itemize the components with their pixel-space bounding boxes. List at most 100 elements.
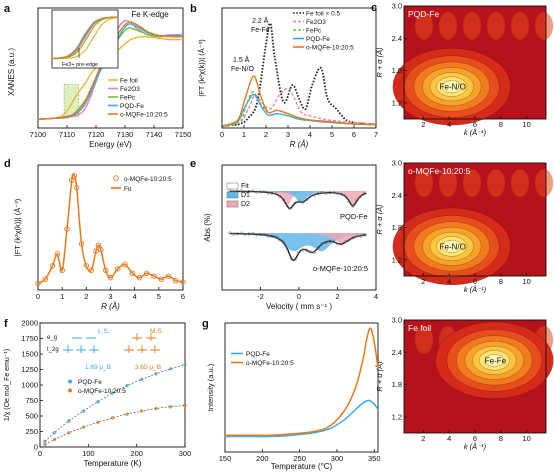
y-tick-label: 500 [25,412,38,421]
data-point [67,430,71,435]
x-tick-label: 8 [499,120,503,129]
y-tick-label: 3.0 [392,2,402,11]
data-point [274,235,278,239]
x-tick-label: 6 [473,277,477,286]
data-point [129,270,135,276]
y-tick-label: 750 [25,396,38,405]
legend-label: Fe foil [120,78,138,85]
heatmap-band [439,169,457,197]
data-point [71,173,77,179]
data-point [239,231,243,235]
panel-b: 0 1 2 3 4 5 6 7 R (Å) |FT (k²χ(k))| (Å⁻³) b 2.2 Å Fe… [190,3,378,149]
x-tick-label: 3 [286,130,290,139]
y-axis-label: R + α (Å) [375,47,384,78]
data-point [251,189,255,193]
x-tick-label: 10 [522,120,530,129]
y-axis-label: XANES (a.u.) [7,48,16,96]
data-point [316,192,320,196]
y-tick-label: 1.8 [392,223,402,232]
annotation: Fe-N/O [231,66,255,73]
x-tick-label: 10 [522,434,530,443]
data-point [258,233,263,237]
data-point [339,242,343,246]
data-point [143,270,150,276]
data-point [335,192,340,196]
x-tick-label: 2 [335,292,339,301]
series-line [221,75,377,127]
data-point [243,190,247,194]
fit-line [44,405,186,445]
data-point [282,198,286,202]
x-tick-label: 2 [421,434,425,443]
x-tick-label: 200 [256,454,269,463]
legend-marker [68,379,72,384]
y-tick-label: 1.2 [392,98,402,107]
data-point [332,239,336,243]
data-point [78,240,85,247]
y-tick-label: 1.8 [392,380,402,389]
legend-label: o-MQFe-10:20:5 [120,112,168,119]
data-point [243,232,247,237]
x-tick-label: 7100 [30,130,47,139]
x-tick-label: 1 [242,130,246,139]
heatmap-band [511,12,529,40]
x-tick-label: 2 [84,292,88,301]
plot-frame [37,7,184,129]
data-point [339,192,343,196]
inset-frame [51,9,119,69]
y-tick-label: 1750 [21,334,38,343]
data-point [183,403,187,408]
heatmap-title: o-MQFe-10:20:5 [408,166,471,176]
data-point [102,267,109,274]
x-tick-label: 8 [499,277,503,286]
x-tick-label: 7130 [117,130,134,139]
x-tick-label: 7150 [175,130,192,139]
y-tick-label: 1500 [21,350,38,359]
panel-label: c [371,2,377,14]
data-point [168,367,173,371]
data-point [165,273,172,279]
y-axis-label: 1/χ (Oe mol_Fe emu⁻¹) [4,349,11,421]
y-tick-label: 3.0 [392,316,402,325]
legend-swatch [226,200,239,208]
y-axis-label: Abs (%) [203,213,212,242]
data-point [293,201,297,205]
mossbauer-component [229,233,367,243]
mossbauer-fit [229,232,367,262]
heatmap-title: PQD-Fe [408,9,439,19]
heatmap-contour [484,353,505,367]
x-axis-label: R (Å) [290,140,309,149]
x-tick-label: 7120 [88,130,105,139]
legend-marker [113,175,119,181]
y-tick-label: 1000 [21,381,38,390]
inset-annotation: Fe3+ pre-edge [62,62,98,68]
legend-label: o-MQFe-10:20:5 [306,45,354,52]
data-point [168,404,173,409]
annotation: 1.5 Å [233,55,250,64]
y-tick-label: 1.8 [392,66,402,75]
panel-f: 0 100 200 300 0 250 500 750 1000 1250 1500 1750 2000… [4,318,191,468]
legend-label: FePc [120,95,136,102]
data-point [362,192,367,196]
legend-label: o-MQFe-10:20:5 [246,360,294,367]
heatmap-contour [442,80,462,94]
legend-label: D1 [241,192,250,199]
y-tick-label: 2.4 [392,348,402,357]
data-point [64,226,70,232]
x-tick-label: 0 [297,292,301,301]
mossbauer-component [229,191,367,205]
legend-label: PQD-Fe [246,351,270,358]
y-tick-label: 1.2 [392,412,402,421]
x-axis-label: k (Å⁻¹) [464,128,487,137]
heatmap-band [535,169,553,197]
x-tick-label: 4 [374,292,378,301]
legend-label: o-MQFe-10:20:5 [124,176,172,183]
heatmap-contour [442,239,462,253]
y-axis-label: Intensity (a.u.) [206,363,215,411]
data-point [328,191,332,195]
annotation: 2.2 Å [252,16,269,25]
data-point [359,234,363,238]
panel-c-heatmap: 2 4 6 8 10 1.2 1.8 2.4 3.0 k (Å⁻¹) R + α (Å) o-MQFe… [375,159,553,294]
data-point [54,251,61,257]
